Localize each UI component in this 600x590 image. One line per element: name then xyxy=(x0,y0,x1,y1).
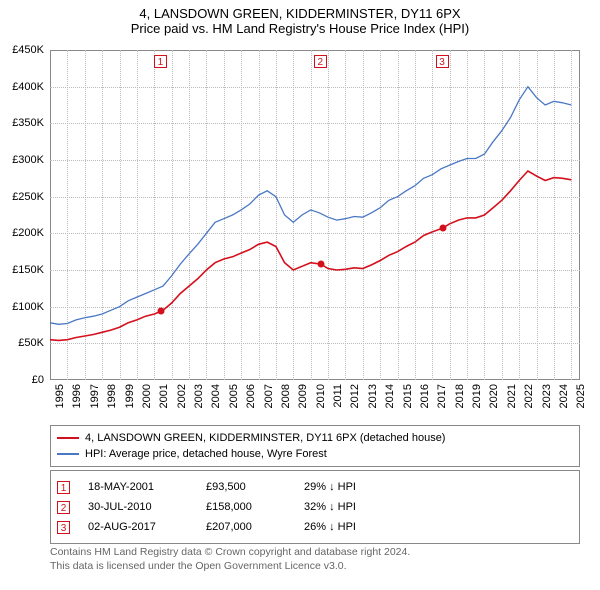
legend-label: HPI: Average price, detached house, Wyre… xyxy=(85,448,327,460)
sale-marker-box: 2 xyxy=(314,55,327,68)
x-axis-tick-label: 2025 xyxy=(575,384,587,408)
sale-row: 3 02-AUG-2017 £207,000 26% ↓ HPI xyxy=(57,517,573,537)
y-axis-tick-label: £100K xyxy=(0,301,44,313)
sale-marker-dot xyxy=(157,308,164,315)
series-line-hpi xyxy=(50,87,571,325)
sales-table: 1 18-MAY-2001 £93,500 29% ↓ HPI 2 30-JUL-2010… xyxy=(50,470,580,544)
x-axis-tick-label: 2005 xyxy=(228,384,240,408)
sale-row: 1 18-MAY-2001 £93,500 29% ↓ HPI xyxy=(57,477,573,497)
x-axis-tick-label: 2011 xyxy=(332,384,344,408)
x-axis-tick-label: 2024 xyxy=(558,384,570,408)
attribution-footer: Contains HM Land Registry data © Crown c… xyxy=(50,545,580,573)
sale-price: £207,000 xyxy=(206,521,286,533)
legend-swatch xyxy=(57,453,79,455)
y-axis-tick-label: £450K xyxy=(0,44,44,56)
series-line-property xyxy=(50,171,571,340)
sale-pct-vs-hpi: 29% ↓ HPI xyxy=(304,481,356,493)
x-axis-tick-label: 2023 xyxy=(541,384,553,408)
x-axis-tick-label: 1995 xyxy=(54,384,66,408)
footer-line: Contains HM Land Registry data © Crown c… xyxy=(50,545,580,559)
legend-item: 4, LANSDOWN GREEN, KIDDERMINSTER, DY11 6… xyxy=(57,430,573,446)
x-axis-tick-label: 2008 xyxy=(280,384,292,408)
title-block: 4, LANSDOWN GREEN, KIDDERMINSTER, DY11 6… xyxy=(0,0,600,36)
chart-title-address: 4, LANSDOWN GREEN, KIDDERMINSTER, DY11 6… xyxy=(0,6,600,21)
chart-subtitle: Price paid vs. HM Land Registry's House … xyxy=(0,21,600,36)
sale-price: £158,000 xyxy=(206,501,286,513)
sale-row: 2 30-JUL-2010 £158,000 32% ↓ HPI xyxy=(57,497,573,517)
sale-date: 02-AUG-2017 xyxy=(88,521,188,533)
legend-item: HPI: Average price, detached house, Wyre… xyxy=(57,446,573,462)
sale-number-box: 1 xyxy=(57,481,70,494)
sale-pct-vs-hpi: 26% ↓ HPI xyxy=(304,521,356,533)
x-axis-tick-label: 2004 xyxy=(210,384,222,408)
x-axis-tick-label: 2002 xyxy=(176,384,188,408)
x-axis-tick-label: 2003 xyxy=(193,384,205,408)
plot-svg xyxy=(50,50,580,380)
x-axis-tick-label: 2020 xyxy=(488,384,500,408)
sale-price: £93,500 xyxy=(206,481,286,493)
y-axis-tick-label: £50K xyxy=(0,337,44,349)
y-axis-tick-label: £200K xyxy=(0,227,44,239)
x-axis-tick-label: 2018 xyxy=(454,384,466,408)
y-axis-tick-label: £150K xyxy=(0,264,44,276)
x-axis-tick-label: 2019 xyxy=(471,384,483,408)
sale-date: 30-JUL-2010 xyxy=(88,501,188,513)
x-axis-tick-label: 2012 xyxy=(349,384,361,408)
x-axis-tick-label: 1998 xyxy=(106,384,118,408)
chart-container: { "title": { "line1": "4, LANSDOWN GREEN… xyxy=(0,0,600,590)
legend: 4, LANSDOWN GREEN, KIDDERMINSTER, DY11 6… xyxy=(50,425,580,467)
x-axis-tick-label: 2013 xyxy=(367,384,379,408)
sale-date: 18-MAY-2001 xyxy=(88,481,188,493)
y-axis-tick-label: £400K xyxy=(0,81,44,93)
x-axis-tick-label: 2022 xyxy=(523,384,535,408)
x-axis-tick-label: 2015 xyxy=(402,384,414,408)
x-axis-tick-label: 2006 xyxy=(245,384,257,408)
y-axis-tick-label: £300K xyxy=(0,154,44,166)
x-axis-tick-label: 1999 xyxy=(124,384,136,408)
legend-swatch xyxy=(57,437,79,439)
sale-pct-vs-hpi: 32% ↓ HPI xyxy=(304,501,356,513)
sale-marker-box: 1 xyxy=(154,55,167,68)
sale-marker-dot xyxy=(439,225,446,232)
y-axis-tick-label: £350K xyxy=(0,117,44,129)
x-axis-tick-label: 1997 xyxy=(89,384,101,408)
x-axis-tick-label: 2014 xyxy=(384,384,396,408)
x-axis-tick-label: 2000 xyxy=(141,384,153,408)
x-axis-tick-label: 2021 xyxy=(506,384,518,408)
x-axis-tick-label: 2001 xyxy=(158,384,170,408)
y-axis-tick-label: £250K xyxy=(0,191,44,203)
footer-line: This data is licensed under the Open Gov… xyxy=(50,559,580,573)
y-axis-tick-label: £0 xyxy=(0,374,44,386)
sale-marker-box: 3 xyxy=(436,55,449,68)
sale-number-box: 3 xyxy=(57,521,70,534)
sale-marker-dot xyxy=(317,261,324,268)
sale-number-box: 2 xyxy=(57,501,70,514)
x-axis-tick-label: 1996 xyxy=(71,384,83,408)
x-axis-tick-label: 2017 xyxy=(436,384,448,408)
legend-label: 4, LANSDOWN GREEN, KIDDERMINSTER, DY11 6… xyxy=(85,432,445,444)
x-axis-tick-label: 2010 xyxy=(315,384,327,408)
x-axis-tick-label: 2016 xyxy=(419,384,431,408)
x-axis-tick-label: 2007 xyxy=(263,384,275,408)
x-axis-tick-label: 2009 xyxy=(297,384,309,408)
